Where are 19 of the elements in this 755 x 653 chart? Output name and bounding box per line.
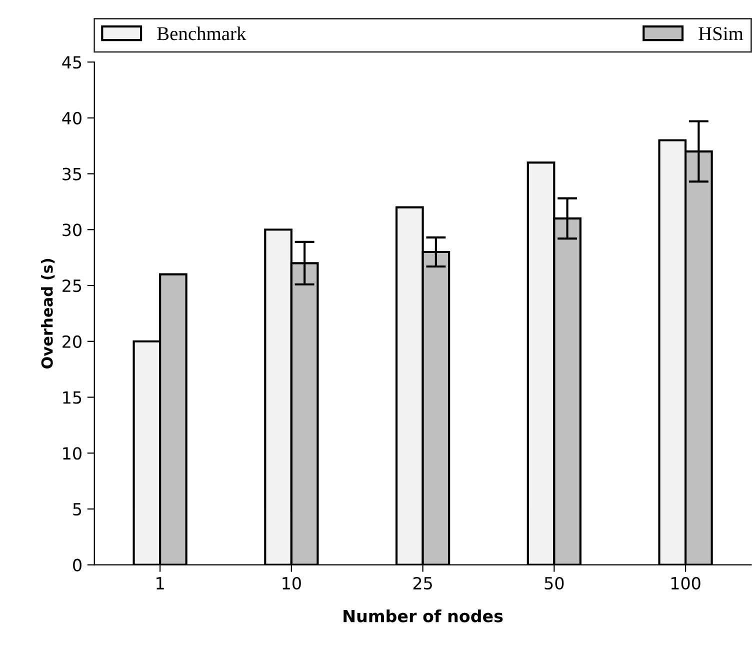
y-tick-label: 10 — [63, 447, 82, 460]
x-tick-label: 100 — [671, 576, 700, 590]
y-tick-label: 40 — [62, 112, 82, 124]
y-tick-label: 35 — [62, 168, 82, 180]
x-tick-label: 1 — [156, 577, 164, 590]
x-axis-title: Number of nodes — [344, 609, 503, 622]
y-tick-label: 25 — [62, 279, 82, 292]
y-tick-label: 30 — [62, 224, 82, 236]
y-tick-label: 15 — [63, 391, 82, 404]
legend-label: Benchmark — [157, 26, 246, 40]
x-tick-label: 50 — [544, 576, 564, 590]
y-tick-label: 5 — [73, 503, 82, 516]
y-tick-label: 45 — [62, 56, 82, 69]
legend-label: HSim — [698, 27, 744, 40]
x-tick-label: 10 — [282, 576, 301, 590]
y-tick-label: 20 — [62, 335, 82, 348]
y-axis-title: Overhead (s) — [41, 258, 55, 369]
x-tick-label: 25 — [413, 576, 432, 590]
y-tick-label: 0 — [73, 558, 82, 572]
